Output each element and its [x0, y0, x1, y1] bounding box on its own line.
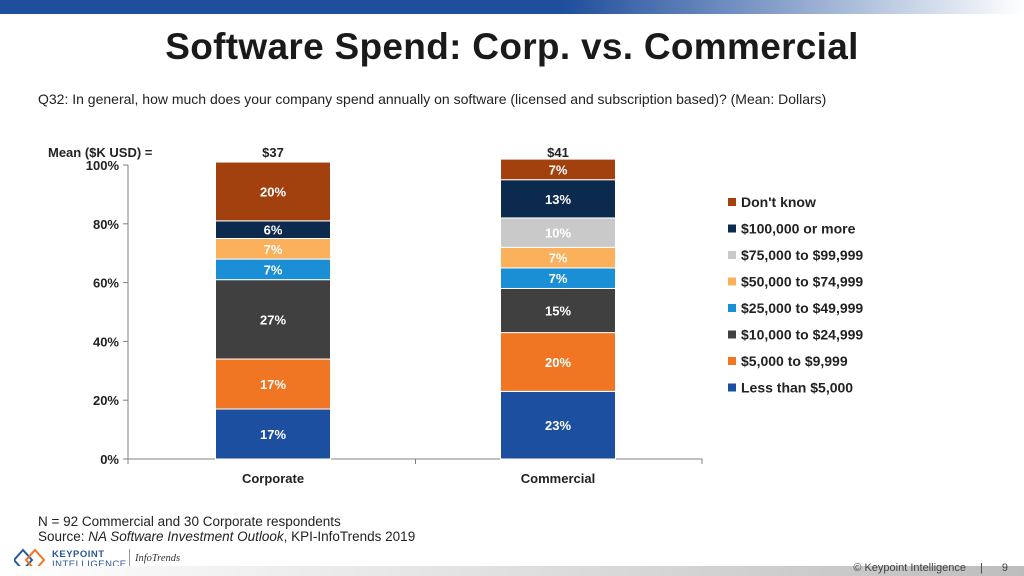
slide-title: Software Spend: Corp. vs. Commercial	[165, 26, 859, 67]
bar-segment	[215, 358, 331, 410]
x-category-label: Corporate	[242, 471, 304, 486]
legend-swatch	[728, 224, 736, 233]
logo-intelligence-text: INTELLIGENCE	[52, 559, 127, 570]
legend-swatch	[728, 277, 736, 286]
legend-swatch	[728, 251, 736, 259]
y-tick-label: 80%	[93, 217, 119, 232]
data-label: 13%	[545, 192, 571, 207]
legend-label: Don't know	[741, 194, 816, 210]
bottom-band	[0, 566, 1024, 576]
page-separator: |	[980, 562, 983, 574]
y-tick-label: 60%	[93, 276, 119, 291]
legend-label: Less than $5,000	[741, 380, 853, 396]
y-tick-label: 100%	[86, 158, 120, 173]
bar-segment	[500, 158, 616, 181]
legend-label: $10,000 to $24,999	[741, 327, 863, 343]
logo-infotrends-text: InfoTrends	[135, 553, 181, 564]
data-label: 17%	[260, 377, 286, 392]
data-label: 23%	[545, 418, 571, 433]
legend-swatch	[728, 304, 736, 312]
logo-keypoint-text: KEYPOINT	[52, 549, 105, 560]
data-label: 10%	[545, 226, 571, 241]
data-label: 7%	[264, 242, 283, 257]
legend-swatch	[728, 357, 736, 365]
legend-swatch	[728, 330, 736, 339]
footer-note: N = 92 Commercial and 30 Corporate respo…	[38, 514, 415, 544]
x-category-label: Commercial	[521, 471, 595, 486]
sample-size-note: N = 92 Commercial and 30 Corporate respo…	[38, 514, 341, 529]
survey-question: Q32: In general, how much does your comp…	[38, 91, 827, 107]
mean-value: $41	[547, 145, 569, 160]
legend-label: $75,000 to $99,999	[741, 247, 863, 263]
legend-label: $25,000 to $49,999	[741, 300, 863, 316]
bar-segment	[215, 408, 331, 460]
data-label: 20%	[545, 355, 571, 370]
logo-divider	[129, 549, 130, 569]
data-label: 7%	[549, 251, 568, 266]
legend-label: $5,000 to $9,999	[741, 353, 848, 369]
legend-swatch	[728, 198, 736, 206]
data-label: 7%	[549, 162, 568, 177]
legend-label: $100,000 or more	[741, 221, 856, 237]
source-suffix: , KPI-InfoTrends 2019	[283, 529, 416, 544]
data-label: 15%	[545, 304, 571, 319]
source-title: NA Software Investment Outlook	[88, 529, 284, 544]
data-label: 27%	[260, 312, 286, 327]
data-label: 17%	[260, 427, 286, 442]
bar-segment	[500, 217, 616, 248]
data-label: 7%	[549, 271, 568, 286]
data-label: 6%	[264, 223, 283, 238]
legend-label: $50,000 to $74,999	[741, 274, 863, 290]
legend-swatch	[728, 383, 736, 392]
source-prefix: Source:	[38, 529, 89, 544]
data-label: 7%	[264, 262, 283, 277]
bar-segment	[500, 332, 616, 392]
y-tick-label: 40%	[93, 334, 119, 349]
copyright-text: © Keypoint Intelligence	[853, 562, 966, 574]
page-number: 9	[1001, 562, 1008, 574]
mean-label: Mean ($K USD) =	[48, 145, 153, 160]
bar-segment	[500, 179, 616, 219]
y-tick-label: 0%	[100, 452, 119, 467]
bar-segment	[215, 279, 331, 360]
data-label: 20%	[260, 184, 286, 199]
y-tick-label: 20%	[93, 393, 119, 408]
bar-segment	[215, 161, 331, 222]
top-band	[0, 0, 1024, 14]
mean-value: $37	[262, 145, 284, 160]
bar-segment	[500, 390, 616, 460]
source-note: Source: NA Software Investment Outlook, …	[38, 529, 415, 544]
